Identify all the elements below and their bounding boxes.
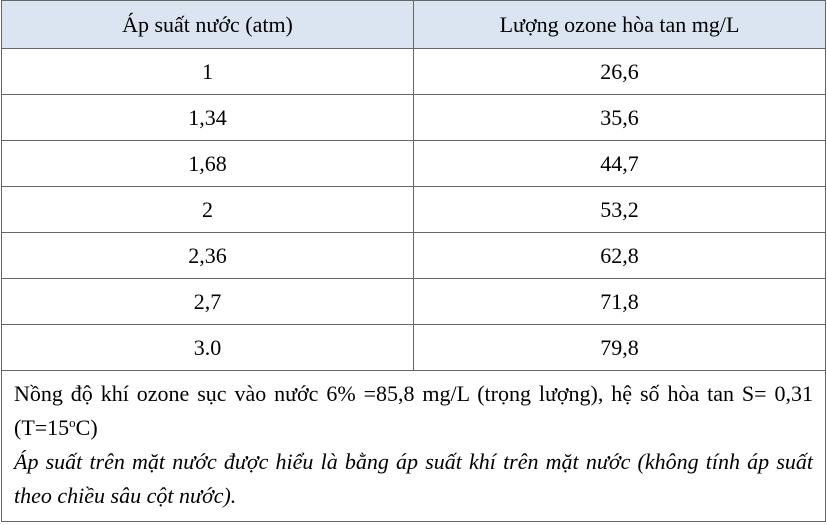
note: Nồng độ khí ozone sục vào nước 6% =85,8 …: [14, 377, 813, 445]
table-row: 1,68 44,7: [1, 140, 826, 187]
ozone-cell: 53,2: [413, 186, 826, 233]
header-cell: Áp suất nước (atm): [1, 0, 414, 49]
note-text: Nồng độ khí ozone sục vào nước 6% =85,8 …: [14, 381, 813, 440]
ozone-cell: 71,8: [413, 278, 826, 325]
ozone-cell: 35,6: [413, 94, 826, 141]
table-row: 3.0 79,8: [1, 324, 826, 371]
table-row: 2 53,2: [1, 186, 826, 233]
table-row: 2,36 62,8: [1, 232, 826, 279]
pressure-cell: 2,36: [1, 232, 414, 279]
table-row: 1,34 35,6: [1, 94, 826, 141]
note-superscript: o: [69, 415, 76, 430]
table-row: 2,7 71,8: [1, 278, 826, 325]
header-cell: Lượng ozone hòa tan mg/L: [413, 0, 826, 49]
header-row: Áp suất nước (atm) Lượng ozone hòa tan m…: [1, 0, 826, 49]
note-tail: C): [75, 415, 98, 440]
italic-note: Áp suất trên mặt nước được hiểu là bằng …: [14, 449, 813, 508]
pressure-cell: 1,68: [1, 140, 414, 187]
table-body: 1 26,6 1,34 35,6 1,68 44,7 2 53,2 2,36 62,8 2,7 71,…: [1, 48, 826, 371]
pressure-cell: 3.0: [1, 324, 414, 371]
pressure-cell: 2: [1, 186, 414, 233]
ozone-cell: 62,8: [413, 232, 826, 279]
ozone-cell: 26,6: [413, 48, 826, 95]
ozone-cell: 79,8: [413, 324, 826, 371]
pressure-cell: 1: [1, 48, 414, 95]
pressure-cell: 2,7: [1, 278, 414, 325]
note-cell: Nồng độ khí ozone sục vào nước 6% =85,8 …: [1, 370, 826, 522]
table-row: 1 26,6: [1, 48, 826, 95]
pressure-cell: 1,34: [1, 94, 414, 141]
ozone-cell: 44,7: [413, 140, 826, 187]
note-row: Nồng độ khí ozone sục vào nước 6% =85,8 …: [1, 370, 826, 522]
